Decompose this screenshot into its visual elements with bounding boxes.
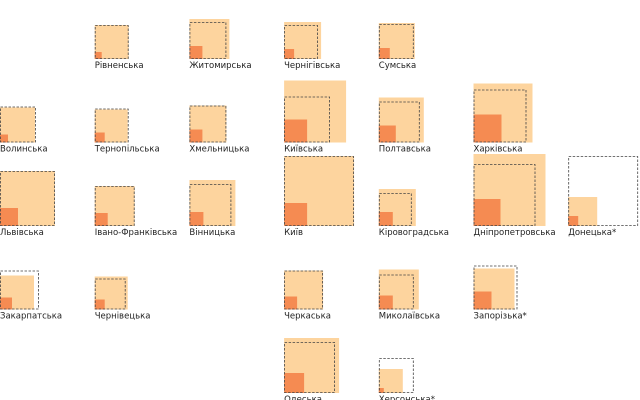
dashed-square — [189, 22, 227, 59]
dashed-square — [284, 96, 331, 143]
region-label: Одеська — [284, 395, 322, 400]
inner-square — [189, 212, 204, 226]
region-label: Дніпропетровська — [474, 228, 556, 238]
inner-square — [0, 208, 18, 226]
region-label: Житомирська — [189, 61, 251, 71]
region-tile: Херсонська* — [378, 358, 435, 400]
region-label: Вінницька — [189, 228, 235, 238]
region-tile: Чернігівська — [284, 22, 340, 71]
region-tile: Вінницька — [189, 180, 236, 238]
inner-square — [568, 216, 579, 226]
inner-square — [473, 199, 501, 226]
region-tile: Харківська — [473, 83, 533, 155]
inner-square — [378, 388, 384, 393]
region-label: Чернівецька — [95, 312, 151, 322]
region-label: Івано-Франківська — [95, 228, 178, 238]
region-tile: Волинська — [0, 106, 48, 155]
inner-square — [189, 129, 203, 143]
dashed-square — [473, 164, 536, 226]
inner-square — [378, 212, 393, 226]
region-label: Полтавська — [379, 145, 431, 155]
region-label: Київ — [284, 228, 303, 238]
dashed-square — [473, 265, 518, 310]
region-tile: Київська — [284, 80, 347, 155]
region-tile: Запорізька* — [473, 265, 527, 322]
region-tile: Одеська — [284, 338, 340, 400]
region-tile: Полтавська — [378, 97, 431, 155]
inner-square — [378, 48, 390, 59]
region-label: Миколаївська — [379, 312, 440, 322]
dashed-square — [94, 25, 129, 59]
dashed-square — [568, 156, 639, 226]
region-tile: Хмельницька — [189, 105, 250, 155]
region-tile: Кіровоградська — [378, 189, 449, 238]
region-tile: Миколаївська — [378, 269, 440, 322]
region-label: Київська — [284, 145, 323, 155]
dashed-square — [473, 89, 527, 143]
dashed-square — [189, 184, 232, 226]
inner-square — [0, 134, 8, 143]
region-label: Волинська — [0, 145, 48, 155]
dashed-square — [378, 24, 414, 59]
dashed-square — [284, 270, 324, 310]
inner-square — [284, 373, 305, 393]
inner-square — [473, 114, 502, 143]
inner-square — [284, 203, 308, 226]
dashed-square — [378, 101, 420, 143]
region-label: Донецька* — [568, 228, 616, 238]
region-tile: Донецька* — [568, 156, 639, 238]
inner-square — [189, 46, 203, 59]
region-tile: Тернопільська — [94, 108, 160, 155]
dashed-square — [0, 106, 36, 143]
region-tile: Закарпатська — [0, 270, 62, 322]
region-label: Рівненська — [95, 61, 144, 71]
region-tile: Київ — [284, 156, 355, 238]
region-tile: Дніпропетровська — [473, 154, 556, 238]
inner-square — [284, 296, 298, 310]
inner-square — [94, 132, 105, 143]
dashed-square — [378, 358, 414, 393]
dashed-square — [284, 342, 336, 393]
dashed-square — [378, 274, 414, 310]
inner-square — [94, 52, 102, 59]
region-label: Кіровоградська — [379, 228, 449, 238]
region-label: Запорізька* — [474, 312, 527, 322]
region-label: Тернопільська — [94, 145, 160, 155]
dashed-square — [189, 105, 227, 143]
inner-square — [94, 213, 108, 226]
dashed-square — [0, 270, 39, 310]
dashed-square — [94, 186, 135, 226]
dashed-square — [284, 156, 355, 226]
inner-square — [473, 291, 492, 310]
inner-square — [94, 299, 105, 310]
region-label: Чернігівська — [284, 61, 340, 71]
region-label: Харківська — [474, 145, 523, 155]
dashed-square — [94, 108, 129, 143]
inner-square — [0, 297, 12, 310]
region-label: Закарпатська — [0, 312, 62, 322]
region-tile: Івано-Франківська — [94, 186, 178, 238]
inner-square — [378, 295, 393, 310]
dashed-square — [378, 193, 412, 226]
region-tile: Житомирська — [189, 19, 252, 71]
region-label: Хмельницька — [189, 145, 249, 155]
inner-square — [284, 49, 295, 59]
region-label: Черкаська — [284, 312, 331, 322]
region-tile: Сумська — [378, 23, 416, 71]
dashed-square — [94, 278, 126, 310]
region-tile: Рівненська — [94, 25, 144, 71]
region-label: Львівська — [0, 228, 44, 238]
inner-square — [284, 119, 308, 143]
region-tile: Черкаська — [284, 270, 331, 322]
region-tile: Львівська — [0, 171, 55, 238]
region-label: Сумська — [379, 61, 416, 71]
dashed-square — [284, 25, 319, 59]
region-tile: Чернівецька — [94, 276, 151, 322]
inner-square — [378, 125, 396, 143]
dashed-square — [0, 171, 55, 226]
region-label: Херсонська* — [379, 395, 435, 400]
